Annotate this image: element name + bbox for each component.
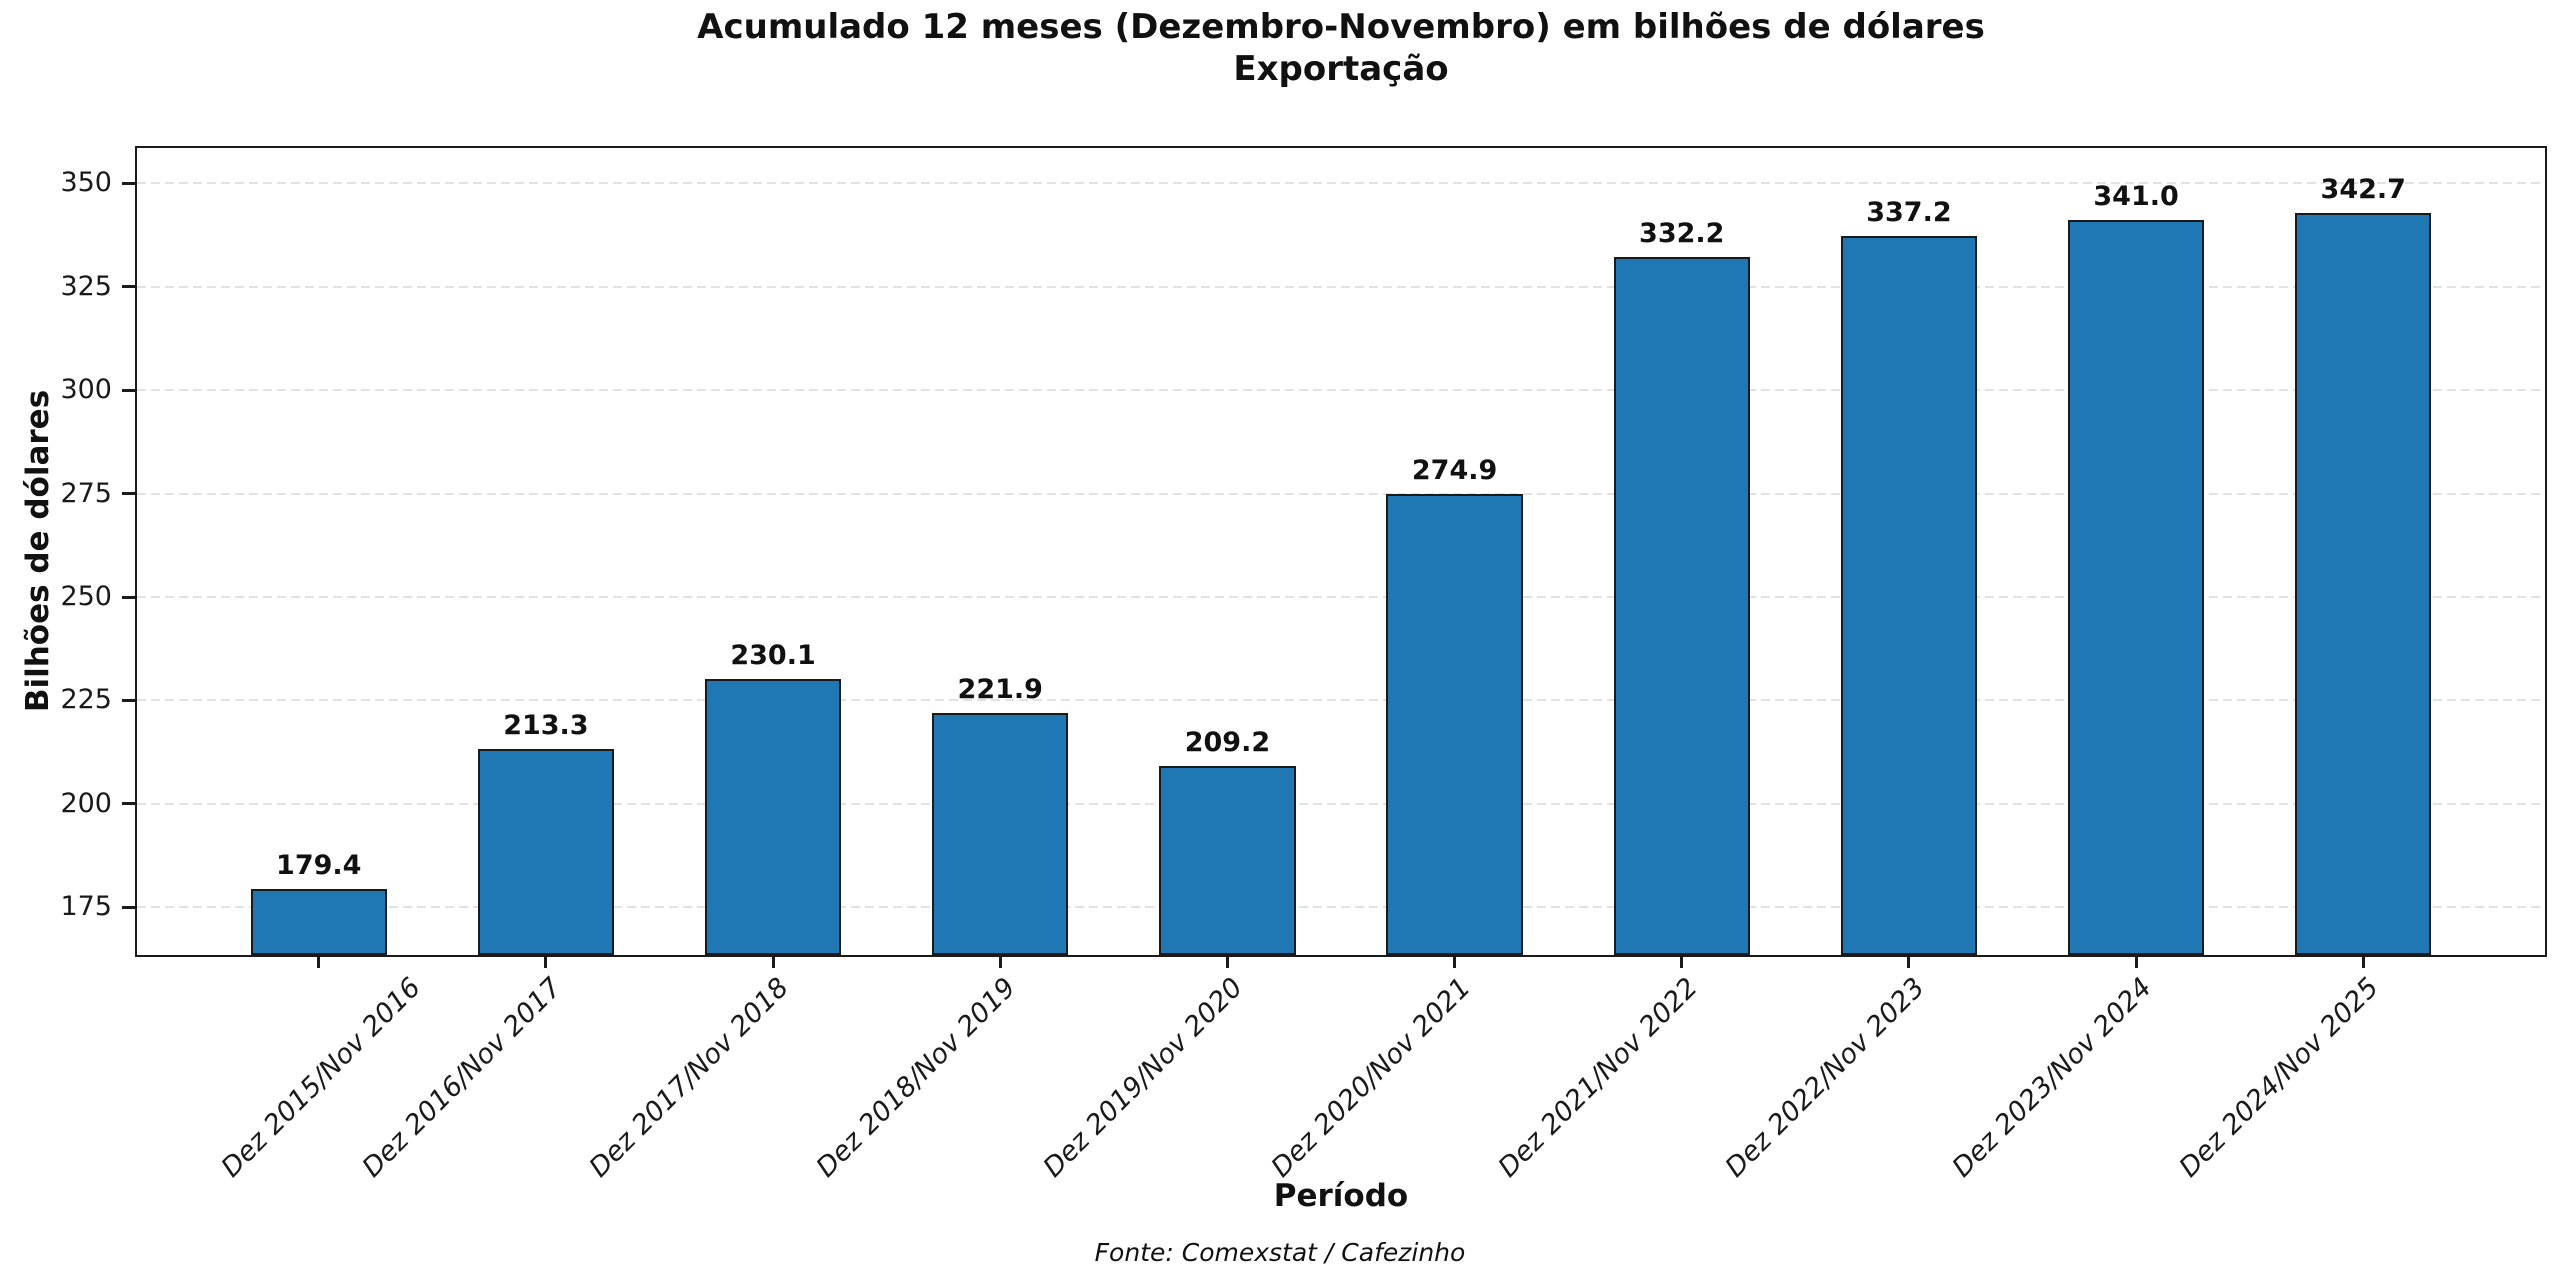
x-axis-label: Período bbox=[1273, 1178, 1409, 1214]
bar bbox=[704, 679, 842, 955]
bar-value-label: 337.2 bbox=[1866, 197, 1952, 229]
x-tick-label: Dez 2017/Nov 2018 bbox=[583, 972, 795, 1184]
chart-title-line2: Exportação bbox=[1233, 49, 1449, 89]
gridline bbox=[137, 802, 2545, 805]
gridline bbox=[137, 492, 2545, 495]
y-tick bbox=[122, 698, 135, 702]
bar bbox=[932, 713, 1069, 955]
bar-value-label: 332.2 bbox=[1639, 217, 1725, 249]
y-tick-label: 250 bbox=[60, 581, 112, 613]
y-tick bbox=[122, 595, 135, 599]
x-tick bbox=[2361, 955, 2365, 968]
gridline bbox=[137, 182, 2545, 185]
x-tick-label: Dez 2024/Nov 2025 bbox=[2173, 972, 2386, 1184]
x-tick bbox=[998, 955, 1002, 968]
gridline bbox=[137, 389, 2545, 392]
bar-value-label: 230.1 bbox=[730, 640, 816, 672]
x-tick bbox=[317, 955, 321, 968]
gridline bbox=[137, 699, 2545, 702]
y-tick-label: 175 bbox=[60, 891, 112, 923]
plot-area: 175 200 225 250 275 300 325 350 179.4 Dez 2015/No… bbox=[60, 146, 2547, 1183]
x-tick-label: Dez 2021/Nov 2022 bbox=[1492, 972, 1704, 1184]
x-tick-label: Dez 2022/Nov 2023 bbox=[1719, 972, 1931, 1184]
bar-value-label: 179.4 bbox=[276, 850, 362, 882]
y-axis-label: Bilhões de dólares bbox=[20, 389, 56, 713]
chart-title-line1: Acumulado 12 meses (Dezembro-Novembro) e… bbox=[697, 7, 1985, 47]
bar-value-label: 341.0 bbox=[2093, 181, 2179, 213]
y-tick bbox=[122, 181, 135, 185]
bar-value-label: 209.2 bbox=[1184, 726, 1271, 758]
x-tick bbox=[544, 955, 548, 968]
x-tick-label: Dez 2019/Nov 2020 bbox=[1037, 972, 1250, 1184]
y-tick-label: 225 bbox=[60, 684, 112, 716]
y-tick-label: 325 bbox=[60, 270, 112, 302]
x-tick bbox=[1680, 955, 1684, 968]
bar bbox=[477, 748, 615, 955]
y-tick-label: 275 bbox=[60, 477, 112, 509]
bar bbox=[1840, 236, 1978, 955]
y-tick bbox=[122, 492, 135, 496]
y-tick bbox=[122, 905, 135, 909]
bar-value-label: 342.7 bbox=[2320, 174, 2406, 206]
x-tick bbox=[1225, 955, 1229, 968]
y-tick-label: 200 bbox=[60, 787, 112, 819]
source-caption: Fonte: Comexstat / Cafezinho bbox=[1094, 1238, 1466, 1267]
gridline bbox=[137, 596, 2545, 599]
x-tick-label: Dez 2018/Nov 2019 bbox=[810, 972, 1023, 1184]
bar bbox=[2067, 220, 2205, 955]
y-tick-label: 350 bbox=[60, 167, 112, 199]
bar bbox=[1613, 256, 1750, 955]
bar bbox=[1159, 765, 1296, 955]
y-tick bbox=[122, 388, 135, 392]
bar bbox=[250, 889, 387, 955]
x-tick bbox=[1453, 955, 1457, 968]
bar-value-label: 213.3 bbox=[503, 709, 589, 741]
y-tick-label: 300 bbox=[60, 374, 112, 406]
bar-value-label: 221.9 bbox=[957, 674, 1043, 706]
y-tick bbox=[122, 802, 135, 806]
x-tick bbox=[771, 955, 775, 968]
x-tick bbox=[1907, 955, 1911, 968]
x-tick-label: Dez 2020/Nov 2021 bbox=[1265, 972, 1477, 1184]
bar bbox=[1386, 493, 1523, 955]
x-tick bbox=[2134, 955, 2138, 968]
bar-value-label: 274.9 bbox=[1411, 454, 1498, 486]
bar bbox=[2295, 213, 2432, 955]
y-tick bbox=[122, 285, 135, 289]
x-tick-label: Dez 2023/Nov 2024 bbox=[1946, 972, 2159, 1184]
gridline bbox=[137, 906, 2545, 909]
gridline bbox=[137, 285, 2545, 288]
